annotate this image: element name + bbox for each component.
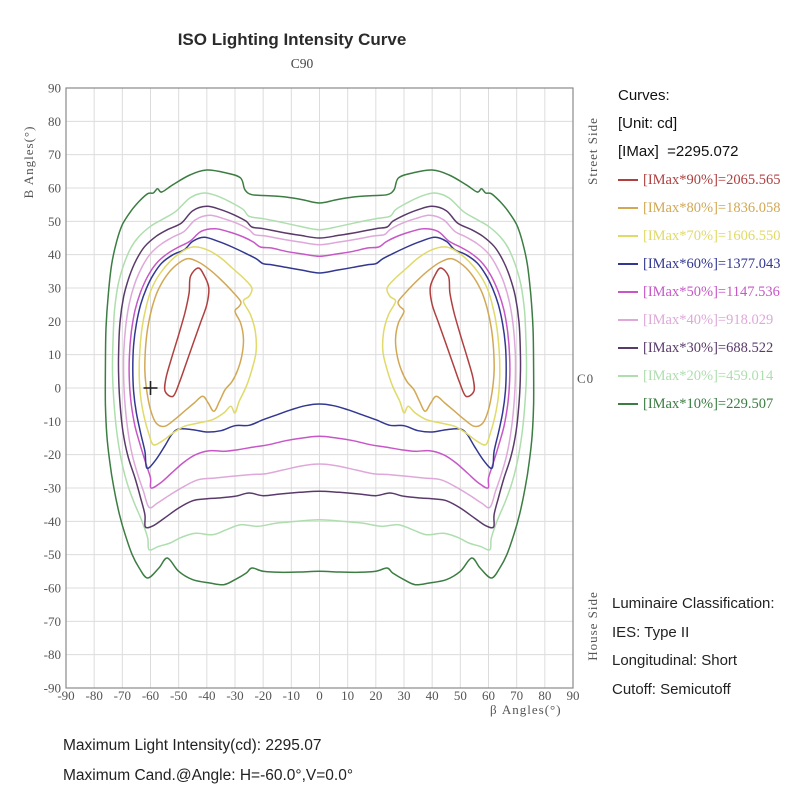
legend-item: [IMax*10%]=229.507 [618, 390, 796, 418]
contour-40pct [122, 214, 517, 509]
contour-80pct [394, 257, 495, 428]
legend-item-label: [IMax*50%]=1147.536 [643, 284, 780, 300]
y-tick-label: 80 [48, 114, 61, 129]
y-tick-label: -70 [44, 614, 61, 629]
y-tick-label: -90 [44, 681, 61, 696]
y-tick-label: 0 [55, 381, 62, 396]
x-tick-label: 0 [316, 688, 323, 703]
y-tick-label: 70 [48, 147, 61, 162]
legend-item-label: [IMax*30%]=688.522 [643, 340, 774, 356]
legend-item: [IMax*60%]=1377.043 [618, 250, 796, 278]
x-tick-label: 60 [482, 688, 495, 703]
x-tick-label: -40 [198, 688, 215, 703]
classification-lines: IES: Type II Longitudinal: Short Cutoff: S… [612, 619, 775, 705]
legend-item-label: [IMax*70%]=1606.550 [643, 228, 781, 244]
contour-plot: -90 -80 -70 -60 -50 -40 -30 -20 -10 0 10 20 30 40 50 60… [44, 81, 580, 704]
contour-70pct [381, 246, 501, 446]
y-tick-label: 10 [48, 347, 61, 362]
legend-item: [IMax*20%]=459.014 [618, 362, 796, 390]
y-tick-label: 90 [48, 81, 61, 96]
legend-item-label: [IMax*90%]=2065.565 [643, 172, 781, 188]
y-tick-label: -40 [44, 514, 61, 529]
legend-item: [IMax*90%]=2065.565 [618, 166, 796, 194]
x-tick-label: -90 [57, 688, 74, 703]
y-tick-label: 40 [48, 247, 61, 262]
legend-swatch [618, 375, 638, 377]
legend-swatch [618, 235, 638, 237]
y-tick-label: -80 [44, 647, 61, 662]
note-max-intensity: Maximum Light Intensity(cd): 2295.07 [63, 737, 322, 754]
y-tick-label: -20 [44, 447, 61, 462]
contour-30pct [117, 205, 522, 529]
legend-unit: [Unit: cd] [618, 115, 678, 132]
y-tick-label: 60 [48, 181, 61, 196]
legend-item: [IMax*40%]=918.029 [618, 306, 796, 334]
legend-swatch [618, 207, 638, 209]
legend-swatch [618, 291, 638, 293]
contour-10pct [104, 169, 535, 586]
classification-title: Luminaire Classification: [612, 595, 775, 612]
legend: Curves: [Unit: cd] [IMax] =2295.072 [IMa… [618, 82, 796, 418]
x-tick-label: 20 [369, 688, 382, 703]
classification-line: Cutoff: Semicutoff [612, 680, 731, 698]
legend-swatch [618, 319, 638, 321]
x-tick-label: -80 [85, 688, 102, 703]
x-tick-label: 30 [398, 688, 411, 703]
legend-title: Curves: [618, 87, 670, 104]
contour-90pct [429, 267, 476, 398]
classification-line: Longitudinal: Short [612, 652, 738, 669]
x-tick-label: -70 [114, 688, 131, 703]
x-tick-label: 10 [341, 688, 354, 703]
legend-swatch [618, 263, 638, 265]
y-tick-label: -60 [44, 581, 61, 596]
contour-60pct [132, 236, 507, 470]
y-tick-label: -50 [44, 547, 61, 562]
legend-imax: [IMax] =2295.072 [618, 143, 739, 160]
contour-20pct [111, 192, 528, 551]
x-tick-label: -10 [283, 688, 300, 703]
x-tick-label: -20 [254, 688, 271, 703]
chart-title: ISO Lighting Intensity Curve [177, 30, 407, 49]
plot-border [65, 87, 574, 689]
legend-item: [IMax*30%]=688.522 [618, 334, 796, 362]
x-axis-label: β Angles(°) [490, 702, 562, 717]
x-tick-label: -30 [226, 688, 243, 703]
legend-items: [IMax*90%]=2065.565 [IMax*80%]=1836.058 [I… [618, 166, 796, 418]
y-tick-label: -10 [44, 414, 61, 429]
c0-label: C0 [577, 371, 595, 386]
y-tick-label: -30 [44, 481, 61, 496]
x-tick-label: 40 [426, 688, 439, 703]
legend-swatch [618, 403, 638, 405]
legend-item-label: [IMax*10%]=229.507 [643, 396, 774, 412]
contour-50pct [128, 227, 511, 489]
legend-item-label: [IMax*20%]=459.014 [643, 368, 774, 384]
legend-item-label: [IMax*80%]=1836.058 [643, 200, 781, 216]
contour-70pct [138, 246, 258, 446]
y-tick-label: 20 [48, 314, 61, 329]
x-tick-label: 90 [567, 688, 580, 703]
legend-item-label: [IMax*60%]=1377.043 [643, 256, 781, 272]
x-tick-label: -60 [142, 688, 159, 703]
y-tick-label: 30 [48, 281, 61, 296]
legend-item: [IMax*50%]=1147.536 [618, 278, 796, 306]
legend-item-label: [IMax*40%]=918.029 [643, 312, 774, 328]
y-tick-label: 50 [48, 214, 61, 229]
x-tick-label: 50 [454, 688, 467, 703]
contour-90pct [163, 267, 210, 398]
legend-item: [IMax*70%]=1606.550 [618, 222, 796, 250]
classification-line: IES: Type II [612, 623, 690, 641]
note-max-angle: Maximum Cand.@Angle: H=-60.0°,V=0.0° [63, 767, 354, 784]
legend-swatch [618, 179, 638, 181]
luminaire-classification: Luminaire Classification: IES: Type II Lo… [612, 590, 775, 704]
x-tick-label: -50 [170, 688, 187, 703]
x-tick-label: 70 [510, 688, 523, 703]
legend-item: [IMax*80%]=1836.058 [618, 194, 796, 222]
contour-80pct [144, 257, 245, 428]
chart-subtitle: C90 [290, 56, 314, 71]
legend-swatch [618, 347, 638, 349]
x-tick-label: 80 [538, 688, 551, 703]
